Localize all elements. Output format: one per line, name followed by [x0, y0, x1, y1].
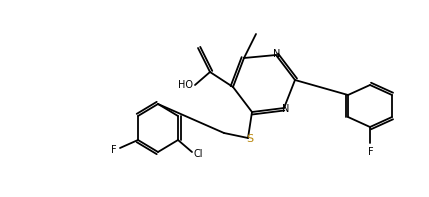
Text: S: S [246, 134, 254, 144]
Text: HO: HO [178, 80, 193, 90]
Text: N: N [282, 104, 290, 114]
Text: F: F [368, 147, 374, 157]
Text: Cl: Cl [194, 149, 203, 159]
Text: F: F [112, 145, 117, 155]
Text: N: N [273, 49, 281, 59]
